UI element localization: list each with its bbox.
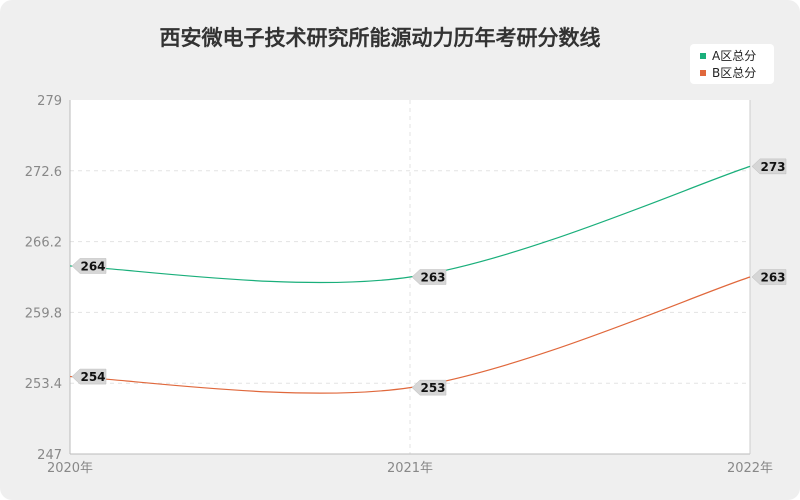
series-line-b[interactable] [69, 276, 751, 394]
data-label: 263 [760, 271, 785, 285]
legend-swatch-b [700, 69, 706, 76]
data-label: 263 [420, 271, 445, 285]
data-label: 273 [760, 160, 785, 174]
legend-item-a[interactable]: A区总分 [700, 48, 756, 64]
x-tick-label: 2022年 [727, 461, 773, 476]
y-tick-label: 253.4 [25, 377, 62, 392]
y-tick-label: 247 [37, 448, 62, 463]
data-label-bg [411, 379, 447, 396]
series-line-a[interactable] [69, 165, 751, 284]
data-label-bg [751, 269, 787, 285]
data-label-bg [71, 368, 107, 385]
data-label-bg [71, 258, 107, 274]
data-label: 254 [80, 370, 105, 384]
legend: A区总分 B区总分 [690, 44, 774, 84]
data-label: 264 [80, 259, 105, 273]
legend-label-b: B区总分 [712, 66, 757, 80]
x-tick-label: 2021年 [387, 461, 433, 476]
legend-item-b[interactable]: B区总分 [700, 65, 756, 81]
legend-label-a: A区总分 [712, 49, 757, 63]
legend-swatch-a [700, 52, 706, 59]
y-tick-label: 259.8 [25, 306, 62, 321]
chart-title: 西安微电子技术研究所能源动力历年考研分数线 [159, 26, 601, 50]
data-label-bg [411, 269, 447, 285]
y-tick-label: 272.6 [25, 165, 62, 180]
data-label-bg [751, 158, 787, 175]
y-tick-label: 279 [37, 94, 62, 109]
y-tick-label: 266.2 [25, 236, 62, 251]
x-tick-label: 2020年 [47, 461, 93, 476]
data-label: 253 [420, 381, 445, 395]
